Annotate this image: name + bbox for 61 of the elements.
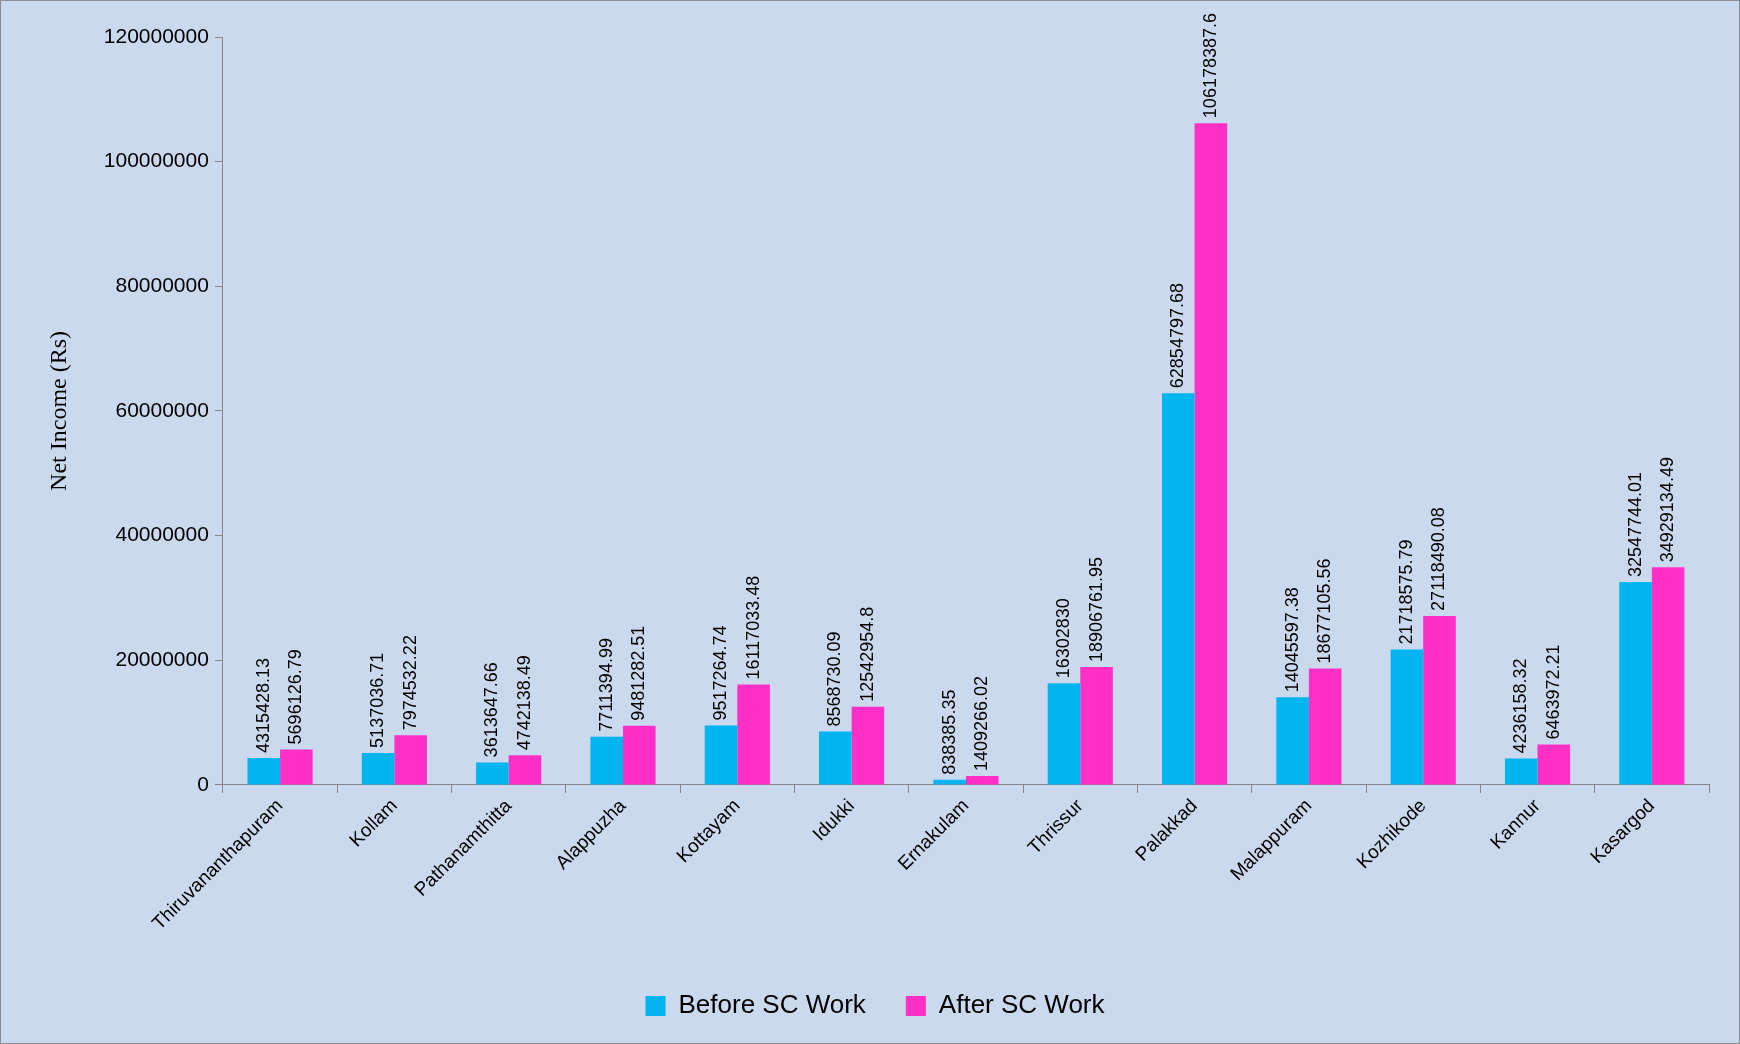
data-label: 106178387.6	[1199, 13, 1220, 119]
bar	[1308, 668, 1342, 785]
bar	[819, 731, 852, 785]
bar	[1162, 393, 1195, 785]
y-tick-label: 40000000	[115, 522, 209, 546]
data-label: 12542954.8	[856, 606, 877, 702]
data-label: 9481282.51	[628, 625, 649, 721]
bar	[1276, 697, 1309, 785]
y-tick-label: 60000000	[115, 397, 209, 421]
y-tick-label: 0	[197, 771, 209, 795]
bar	[1651, 567, 1685, 785]
data-label: 5696126.79	[285, 649, 306, 745]
bar	[1390, 649, 1424, 785]
bar	[1619, 582, 1652, 785]
data-label: 18906761.95	[1085, 556, 1106, 663]
bar	[1537, 744, 1571, 785]
data-label: 27118490.08	[1428, 507, 1449, 611]
y-axis-title: Net Income (Rs)	[44, 330, 71, 491]
bar	[280, 749, 313, 785]
y-tick-label: 100000000	[103, 148, 209, 172]
legend-label: After SC Work	[938, 989, 1106, 1020]
data-label: 32547744.01	[1624, 471, 1645, 578]
data-label: 16117033.48	[742, 575, 763, 680]
data-label: 9517264.74	[710, 625, 731, 721]
bar	[623, 725, 656, 785]
y-tick-label: 20000000	[115, 647, 209, 671]
bar	[508, 755, 542, 785]
bar	[247, 758, 281, 785]
bar	[1194, 123, 1228, 785]
bar	[361, 752, 395, 785]
bar	[704, 725, 738, 785]
data-label: 18677105.56	[1314, 558, 1335, 664]
data-label: 6463972.21	[1542, 644, 1563, 740]
data-label: 4742138.49	[513, 655, 534, 751]
bar	[1423, 615, 1456, 785]
legend-label: Before SC Work	[678, 989, 867, 1020]
data-label: 21718575.79	[1395, 539, 1416, 645]
data-label: 16302830	[1052, 598, 1073, 679]
bar	[737, 684, 770, 785]
data-label: 7974532.22	[399, 635, 420, 731]
y-tick-label: 80000000	[115, 273, 209, 297]
data-label: 14045597.38	[1281, 587, 1302, 693]
bar	[394, 735, 427, 785]
y-tick-label: 120000000	[103, 23, 209, 47]
bar	[1504, 758, 1538, 785]
data-label: 1409266.02	[971, 676, 992, 772]
data-label: 62854797.68	[1167, 283, 1188, 389]
bar	[476, 762, 509, 785]
bar	[1047, 683, 1081, 785]
data-label: 4315428.13	[252, 657, 273, 754]
data-label: 8568730.09	[824, 631, 845, 727]
data-label: 7711394.99	[595, 638, 616, 732]
data-label: 838385.35	[938, 689, 959, 775]
bar	[851, 706, 885, 785]
data-label: 3613647.66	[481, 662, 502, 758]
bar	[590, 736, 624, 785]
data-label: 34929134.49	[1657, 457, 1678, 563]
data-label: 4236158.32	[1510, 658, 1531, 754]
bar	[965, 776, 999, 785]
data-label: 5137036.71	[367, 652, 388, 748]
bar	[1080, 667, 1113, 785]
